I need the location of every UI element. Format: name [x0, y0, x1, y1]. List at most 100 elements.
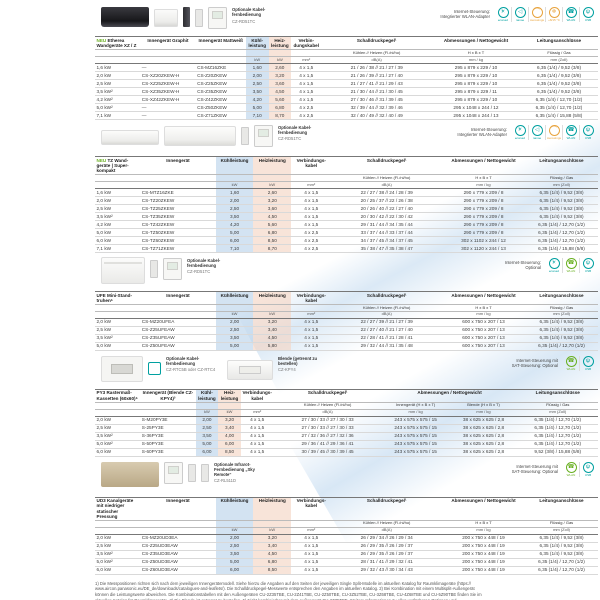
- column-unit: mm / kg: [442, 311, 526, 319]
- spec-cell: 29 / 36 / 41 // 29 / 36 / 41: [273, 440, 382, 449]
- spec-cell: 4,2 kW: [95, 220, 141, 229]
- column-unit: mm²: [291, 56, 322, 64]
- spec-cell: 6,35 (1/4) / 9,52 (3/8): [525, 326, 598, 335]
- internet-control-label: Internet-Steuerung mit SAT-Steuerung: Op…: [512, 353, 558, 369]
- spec-cell: 5,0 kW: [95, 228, 141, 237]
- column-subheader: Flüssig / Gas: [525, 304, 598, 312]
- column-header: Leitungsanschlüsse: [517, 388, 598, 403]
- internet-control-line2: Optional: [525, 265, 541, 271]
- spec-row: 3,5 kW² CS-TZ35ZKEW 3,50 4,50 4 x 1,5 20 / 30…: [95, 212, 598, 221]
- usb-icon: ψ USB: [579, 355, 596, 371]
- spec-row: 2,5 kW CS-Z25UD3EAW 2,50 3,40 4 x 1,5 26 / 29…: [95, 542, 598, 551]
- accessory-caption2-model: CZ-KPY4: [278, 367, 296, 373]
- column-header: Leitungsanschlüsse: [525, 496, 598, 521]
- spec-cell: 4 x 1,5: [291, 212, 332, 221]
- spec-row: 3,5 kW² CS-XZ35ZKEW-H CS-Z35ZKEW 3,50 4,50 4 …: [95, 87, 598, 96]
- column-subheader: [215, 520, 254, 528]
- spec-cell: 4 x 1,5: [291, 334, 332, 343]
- spec-row: 6,0 kW CS-TZ60ZKEW 6,00 8,50 4 x 2,5 34 / 37 …: [95, 236, 598, 245]
- spec-row: 1,6 kW CS-MTZ16ZKE 1,60 2,60 4 x 1,5 22 / 27 …: [95, 188, 598, 197]
- column-subheader: Kühlen // Heizen (Fl./ni/ho): [331, 520, 443, 528]
- spec-row: 2,0 kW CS-MZ20UD3EA 2,00 3,20 4 x 1,5 26 / 29…: [95, 534, 598, 543]
- column-header: Heizleistung: [253, 290, 292, 305]
- spec-cell: 243 x 575 x 575 / 15: [381, 424, 450, 433]
- spec-cell: 21 / 26 / 38 // 21 / 27 / 39: [321, 63, 432, 72]
- spec-cell: 2,60: [268, 63, 292, 72]
- column-header: UD3 Kanalgeräte mit niedriger statischer…: [95, 496, 141, 521]
- spec-cell: 243 x 575 x 575 / 15: [381, 440, 450, 449]
- column-unit: [95, 409, 141, 417]
- spec-cell: 5,00: [195, 440, 219, 449]
- remote-image: [201, 463, 209, 482]
- spec-cell: CS-Z20ZKEW: [195, 71, 246, 80]
- column-subheader: [215, 304, 254, 312]
- spec-cell: CS-Z50UD3EAW: [140, 558, 216, 567]
- spec-cell: CS-TZ60ZKEW: [140, 236, 216, 245]
- column-header: Abmessungen / Nettogewicht: [431, 36, 520, 50]
- section-etherea: Optionale Kabel­fernbedienung CZ-RD51TC …: [95, 2, 598, 120]
- column-subheader: [218, 402, 241, 410]
- spec-cell: 4 x 2,5: [291, 111, 322, 120]
- spec-cell: 2,00: [215, 318, 254, 327]
- spec-cell: 3,60: [253, 204, 292, 213]
- spec-cell: 22 / 27 / 39 // 21 / 27 / 39: [331, 318, 443, 327]
- spec-cell: 295 x 879 x 229 / 10: [431, 71, 520, 80]
- column-unit: kW: [215, 181, 254, 189]
- internet-control-label: Internet-Steuerung: Integrierter WLAN-Ad…: [440, 4, 490, 20]
- accessory-caption-title: Optionale Kabel­fernbedienung: [278, 124, 312, 136]
- spec-cell: 3,40: [253, 542, 292, 551]
- spec-cell: CS-TZ35ZKEW: [140, 212, 216, 221]
- spec-row: 2,0 kW CS-MZ20UFEA 2,00 3,20 4 x 1,5 22 / 27 …: [95, 318, 598, 327]
- footnotes: 1) Die Messpositionen richten sich nach …: [95, 581, 598, 600]
- product-image-wall-large: [164, 125, 236, 146]
- accessory-caption: Optionale Kabel­fernbedienung CZ-RD51TC: [187, 255, 243, 275]
- internet-control-line1: Internet-Steuerung:: [453, 9, 490, 14]
- spec-cell: 2,60: [253, 188, 292, 197]
- spec-cell: 6,35 (1/4) / 12,70 (1/2): [525, 228, 598, 237]
- nanoe-icon: ◁ nanoe: [511, 7, 528, 23]
- spec-cell: 30 / 39 / 45 // 30 / 39 / 45: [273, 448, 382, 457]
- spec-cell: 295 x 879 x 229 / 10: [431, 63, 520, 72]
- spec-cell: 5,60: [268, 95, 292, 104]
- econavi-icon: ☀ econavi: [548, 257, 560, 273]
- column-header: Verbindungs­kabel: [291, 496, 332, 521]
- wlan-icon: ☎ WLAN: [565, 461, 577, 477]
- spec-cell: 302 x 1120 x 244 / 13: [442, 244, 526, 253]
- usb-icon: ψ USB: [579, 7, 596, 23]
- spec-cell: 5,00: [215, 342, 254, 351]
- spec-cell: 29 / 31 / 44 // 34 / 35 / 44: [331, 220, 443, 229]
- accessory-caption-model: CZ-RD51TC: [187, 269, 211, 275]
- column-unit: dB(A): [273, 409, 382, 417]
- spec-cell: —: [140, 103, 196, 112]
- spec-cell: S-M20PY3E: [140, 416, 196, 425]
- spec-cell: 26 / 29 / 34 // 26 / 29 / 34: [331, 534, 443, 543]
- wlan-icon: ☎ WLAN: [562, 124, 579, 141]
- spec-cell: 7,1 kW: [95, 111, 141, 120]
- internet-control-label: Internet-Steuerung mit SAT-Steuerung: Op…: [512, 459, 558, 475]
- remote-image: [241, 126, 249, 145]
- spec-cell: 6,35 (1/4) / 9,52 (3/8): [525, 212, 598, 221]
- column-unit: [140, 56, 196, 64]
- product-image-duct-unit: [101, 461, 159, 487]
- aerowings-icon: ⌒ Aerowings: [528, 7, 545, 23]
- column-header: Abmessungen / Nettogewicht: [442, 290, 526, 305]
- spec-cell: 29 / 32 / 44 // 31 / 35 / 48: [331, 342, 443, 351]
- product-image-cassette-panel: [227, 359, 273, 380]
- spec-cell: 7,1 kW: [95, 244, 141, 253]
- column-unit: [95, 527, 141, 535]
- spec-cell: 6,35 (1/4) / 9,52 (3/8): [525, 550, 598, 559]
- spec-cell: 4 x 1,5: [291, 542, 332, 551]
- spec-cell: CS-Z50ZKEW: [195, 103, 246, 112]
- spec-table-ufe: UFE Mini-Stand­truhen⁵ Innengerät Kühlleis…: [95, 290, 598, 351]
- spec-row: 7,1 kW CS-TZ71ZKEW 7,10 8,70 4 x 2,5 35 / 38 …: [95, 244, 598, 253]
- spec-cell: 38 x 625 x 625 / 2,8: [449, 440, 518, 449]
- spec-cell: 6,80: [253, 228, 292, 237]
- column-unit: kW: [215, 527, 254, 535]
- spec-cell: 2,50: [215, 542, 254, 551]
- spec-cell: CS-Z25UD3EAW: [140, 542, 216, 551]
- spec-cell: 295 x 1048 x 244 / 13: [431, 111, 520, 120]
- product-strip-py3: Optionale Kabel­fernbedienung CZ-RTC5B o…: [95, 351, 598, 388]
- spec-cell: 295 x 879 x 229 / 11: [431, 87, 520, 96]
- spec-cell: 38 x 625 x 625 / 2,8: [449, 448, 518, 457]
- spec-row: 2,5 kW S-25PY3E 2,50 3,40 4 x 1,5 27 / 30 / 3…: [95, 424, 598, 433]
